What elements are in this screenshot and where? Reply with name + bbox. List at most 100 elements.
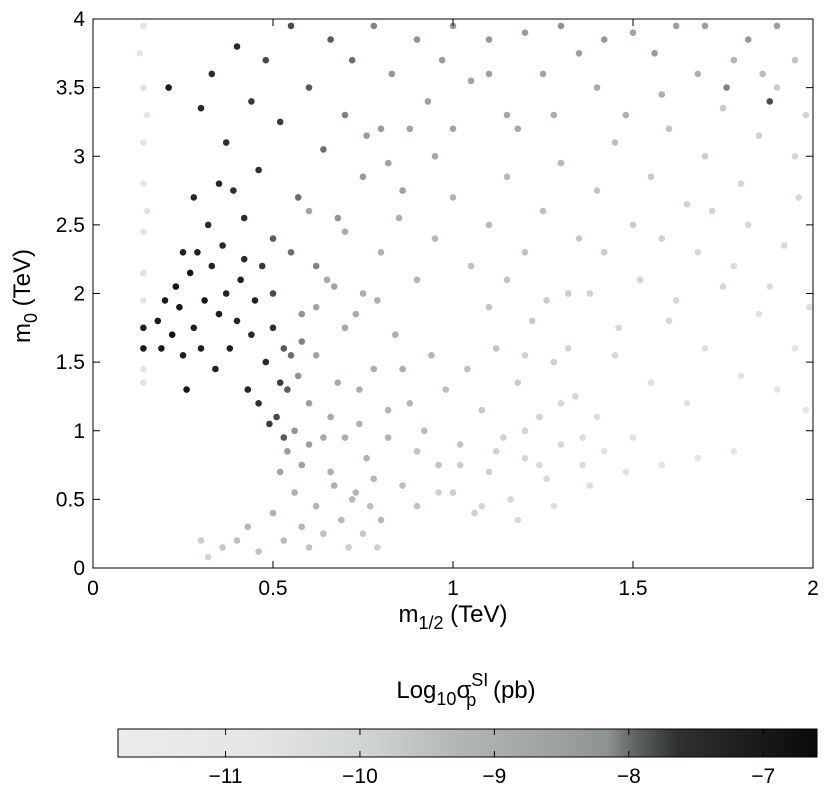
data-point (359, 530, 367, 537)
data-point (219, 544, 226, 551)
data-point (719, 104, 727, 112)
colorbar-tick-label: −9 (482, 765, 506, 787)
data-point (280, 345, 288, 352)
data-point (658, 461, 666, 469)
data-point (536, 413, 543, 421)
data-point (514, 379, 522, 387)
data-point (572, 393, 579, 400)
data-point (226, 345, 234, 352)
data-point (215, 180, 223, 187)
data-point (503, 276, 511, 284)
data-point (172, 283, 180, 290)
data-point (374, 544, 381, 551)
data-point (374, 297, 381, 304)
y-tick-label: 3 (73, 145, 85, 168)
data-point (503, 111, 511, 119)
data-point (305, 207, 313, 215)
data-point (791, 345, 799, 352)
data-point (294, 372, 302, 380)
data-point (266, 420, 273, 428)
data-point (485, 36, 493, 43)
data-point (140, 228, 147, 235)
colorbar (117, 728, 818, 758)
data-point (665, 317, 673, 325)
colorbar-tick-label: −8 (617, 765, 641, 787)
scatter-points (136, 22, 813, 561)
data-point (158, 345, 165, 352)
data-point (363, 132, 370, 139)
data-point (550, 111, 558, 119)
data-point (406, 125, 414, 133)
data-point (579, 434, 586, 441)
data-point (140, 365, 147, 373)
data-point (701, 153, 709, 160)
data-point (694, 454, 702, 462)
data-point (478, 406, 486, 414)
data-point (363, 454, 370, 462)
data-point (348, 496, 356, 503)
data-point (723, 84, 730, 91)
x-tick-label: 0 (87, 577, 99, 600)
data-point (176, 303, 183, 311)
data-point (730, 262, 738, 270)
data-point (464, 365, 471, 373)
data-point (327, 36, 334, 43)
data-point (629, 29, 637, 36)
data-point (204, 553, 212, 561)
data-point (575, 235, 583, 242)
data-point (359, 290, 367, 297)
data-point (622, 468, 630, 476)
data-point (273, 413, 280, 421)
data-point (377, 516, 385, 524)
data-point (611, 352, 619, 359)
data-point (564, 290, 572, 297)
data-point (140, 324, 147, 332)
colorbar-label: Log10σSI p (pb) (396, 670, 535, 710)
data-point (647, 173, 655, 181)
data-point (208, 70, 216, 78)
data-point (636, 276, 644, 284)
data-point (557, 441, 565, 448)
data-point (521, 29, 529, 36)
data-point (485, 303, 493, 311)
data-point (255, 166, 262, 174)
colorbar-tick-label: −7 (751, 765, 775, 787)
data-point (593, 84, 601, 91)
data-point (521, 249, 529, 256)
data-point (791, 153, 799, 160)
data-point (338, 516, 345, 524)
data-point (165, 84, 172, 91)
data-point (766, 283, 774, 290)
data-point (269, 235, 277, 242)
data-point (593, 187, 601, 194)
data-point (521, 427, 529, 435)
data-point (456, 441, 464, 448)
data-point (219, 242, 226, 249)
data-point (658, 91, 666, 98)
colorbar-tick-label: −11 (208, 765, 242, 787)
data-point (352, 310, 360, 318)
data-point (550, 358, 558, 366)
data-point (233, 537, 241, 544)
data-point (258, 262, 266, 270)
data-point (230, 187, 237, 194)
data-point (442, 386, 450, 393)
plot-area (92, 18, 814, 569)
y-tick-label: 1 (73, 420, 85, 443)
data-point (478, 502, 486, 510)
data-point (586, 290, 594, 297)
data-point (348, 56, 356, 64)
data-point (298, 523, 306, 531)
data-point (320, 146, 327, 153)
data-point (431, 153, 439, 160)
data-point (190, 194, 198, 201)
data-point (312, 502, 320, 510)
y-tick-label: 3.5 (56, 77, 85, 100)
data-point (244, 523, 252, 531)
data-point (248, 98, 255, 105)
data-point (140, 345, 147, 352)
data-point (212, 365, 219, 373)
data-point (701, 345, 709, 352)
data-point (665, 125, 673, 133)
data-point (651, 50, 658, 57)
